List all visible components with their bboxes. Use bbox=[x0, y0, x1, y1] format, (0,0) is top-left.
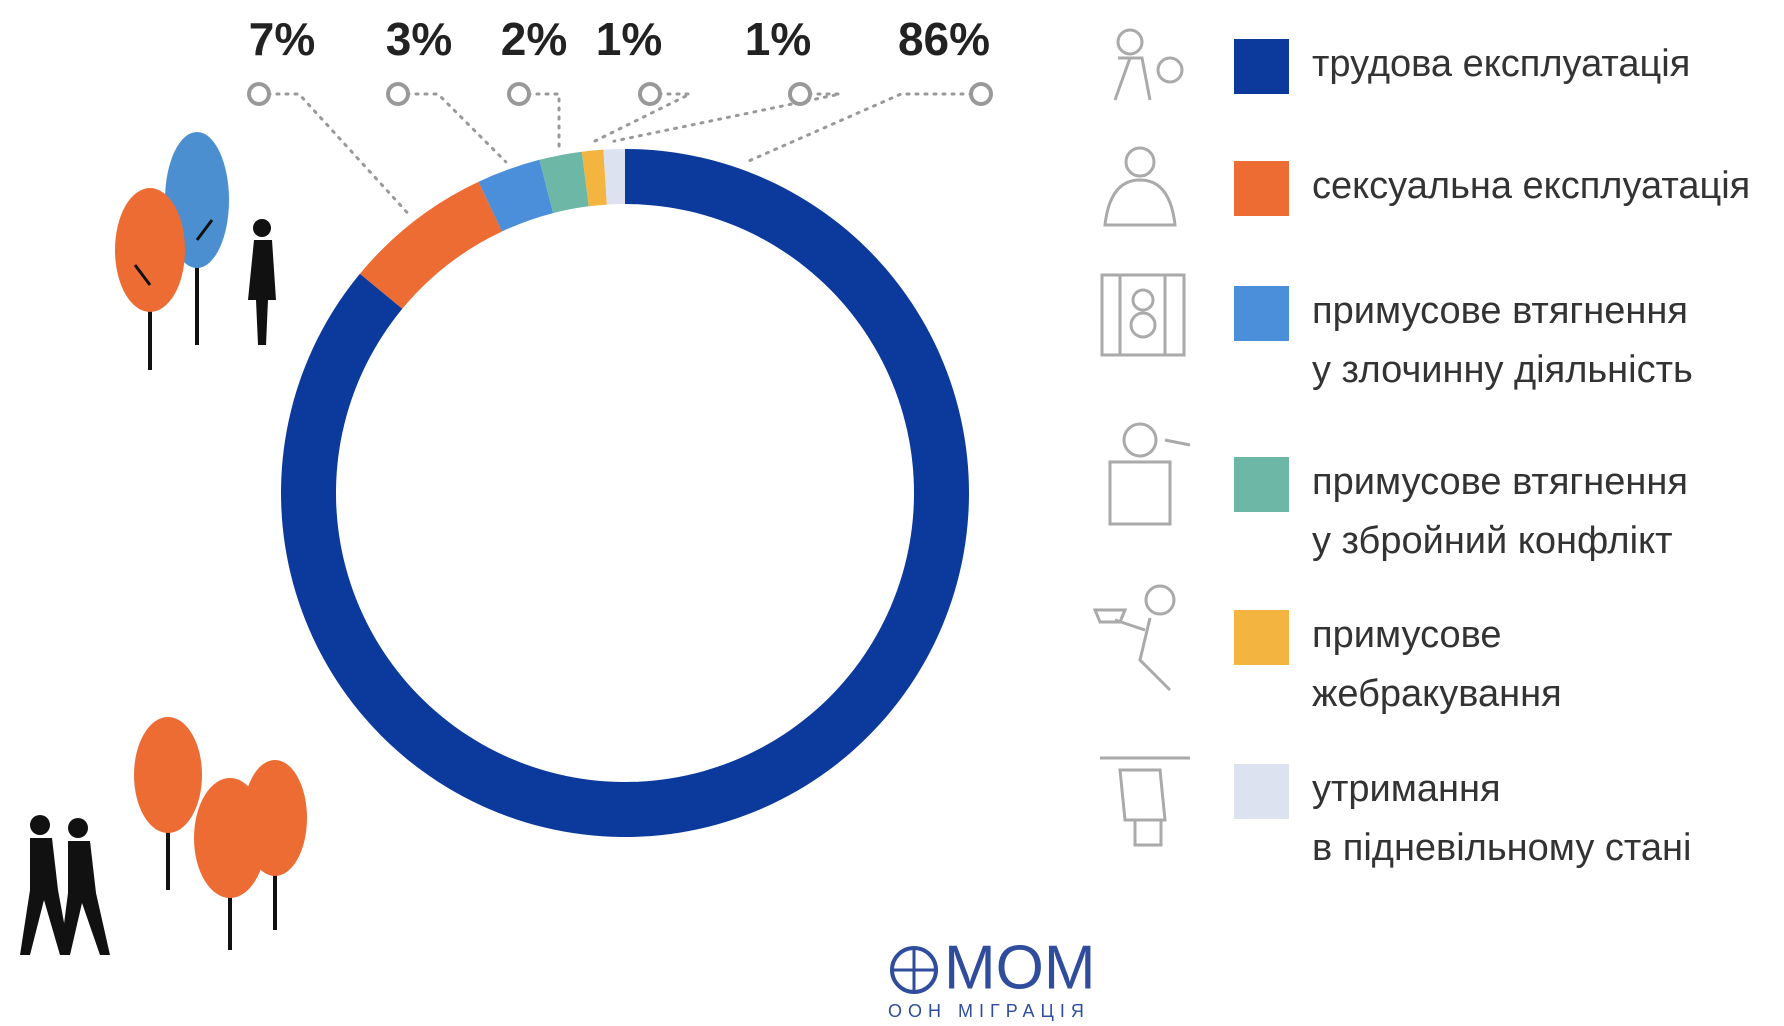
legend-label: у збройний конфлікт bbox=[1312, 520, 1672, 562]
decor-trees-bottom bbox=[20, 717, 307, 955]
decor-trees-top bbox=[115, 132, 276, 370]
label-marker bbox=[969, 82, 993, 106]
value-label: 86% bbox=[898, 13, 990, 65]
legend-label: в підневільному стані bbox=[1312, 827, 1691, 869]
legend-label: примусове втягнення bbox=[1312, 290, 1688, 332]
legend-swatch bbox=[1234, 161, 1289, 216]
value-label: 3% bbox=[386, 13, 452, 65]
legend-label: у злочинну діяльність bbox=[1312, 349, 1693, 391]
legend-label: примусове втягнення bbox=[1312, 461, 1688, 503]
legend-label: утримання bbox=[1312, 768, 1501, 810]
value-label: 2% bbox=[501, 13, 567, 65]
logo-subtitle: ООН МІГРАЦІЯ bbox=[888, 1001, 1090, 1021]
label-marker bbox=[638, 82, 662, 106]
legend-label: жебракування bbox=[1312, 673, 1562, 715]
legend-label: примусове bbox=[1312, 614, 1502, 656]
legend-swatch bbox=[1234, 286, 1289, 341]
label-marker bbox=[788, 82, 812, 106]
leader-line bbox=[396, 92, 508, 164]
label-marker bbox=[386, 82, 410, 106]
donut-segment bbox=[581, 149, 607, 207]
legend-label: сексуальна експлуатація bbox=[1312, 165, 1750, 207]
leader-line bbox=[744, 92, 983, 164]
legend-swatch bbox=[1234, 610, 1289, 665]
donut-segment bbox=[478, 159, 554, 232]
legend-label: трудова експлуатація bbox=[1312, 43, 1690, 85]
legend-icons bbox=[1092, 28, 1191, 847]
leader-line bbox=[517, 92, 561, 149]
leader-line bbox=[257, 92, 411, 217]
label-marker bbox=[507, 82, 531, 106]
donut-segment bbox=[359, 181, 502, 309]
legend-swatch bbox=[1234, 457, 1289, 512]
donut-segment bbox=[539, 151, 589, 214]
logo: МОМ ООН МІГРАЦІЯ bbox=[888, 933, 1096, 1020]
logo-name: МОМ bbox=[944, 933, 1096, 1002]
legend-swatch bbox=[1234, 39, 1289, 94]
value-label: 1% bbox=[596, 13, 662, 65]
value-label: 1% bbox=[745, 13, 811, 65]
label-marker bbox=[247, 82, 271, 106]
legend-swatch bbox=[1234, 764, 1289, 819]
donut-segment bbox=[603, 149, 625, 205]
value-label: 7% bbox=[249, 13, 315, 65]
